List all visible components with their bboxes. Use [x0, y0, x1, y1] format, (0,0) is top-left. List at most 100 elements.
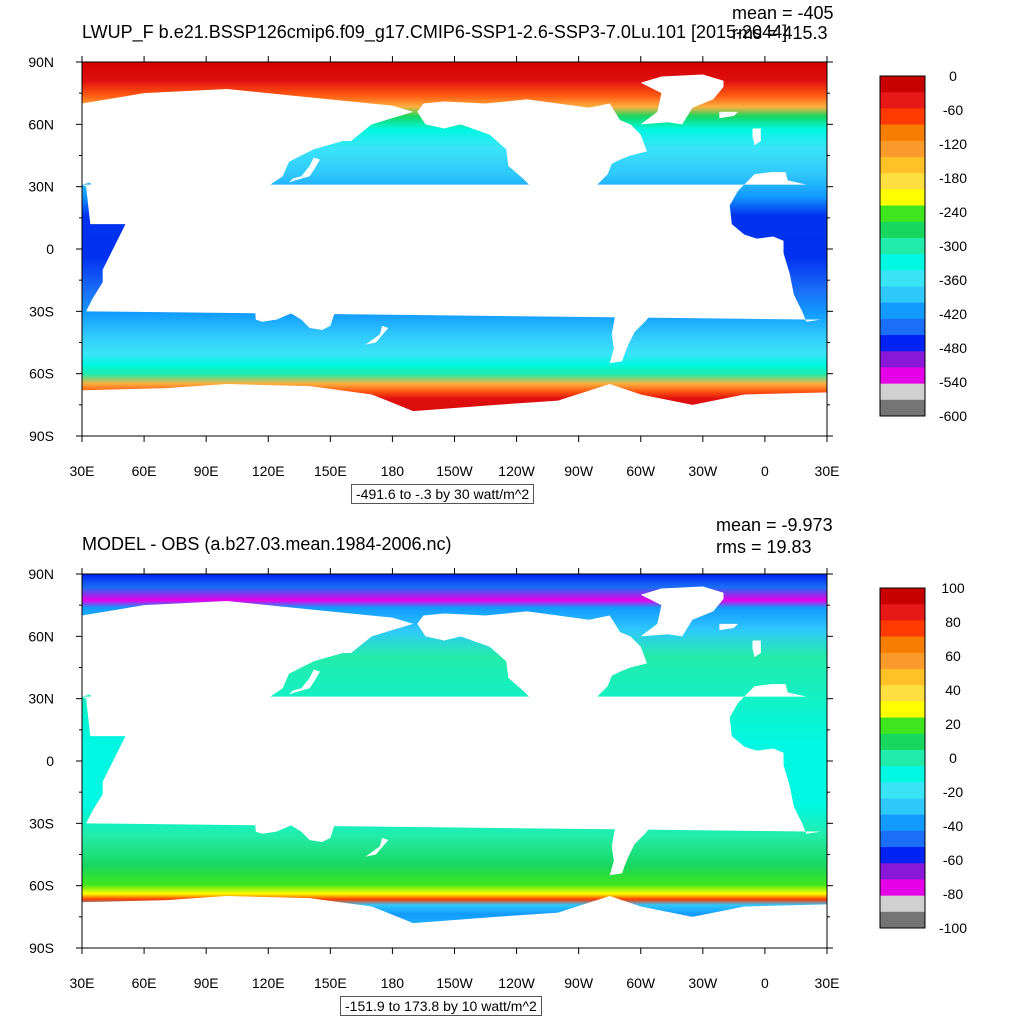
panel1-mean: mean = -405 — [732, 3, 834, 23]
land-nz — [365, 837, 389, 857]
panel2-map: 90N 60N 30N 0 30S 60S 90S 30E 60E 90E 120E 150E 180 1… — [28, 566, 967, 991]
colorbar-swatch — [880, 766, 925, 783]
colorbar-swatch — [880, 351, 925, 368]
land-namerica — [417, 611, 647, 745]
panel2-mean: mean = -9.973 — [716, 515, 833, 535]
x-tick-label: 60W — [626, 975, 656, 991]
land-madagascar — [110, 273, 124, 301]
colorbar-swatch — [880, 367, 925, 385]
colorbar-label: 60 — [945, 648, 961, 664]
land-namerica — [417, 99, 647, 233]
colorbar-swatch — [880, 604, 925, 621]
colorbar-swatch — [880, 588, 925, 605]
y-tick-label: 0 — [46, 241, 54, 257]
colorbar-label: 20 — [945, 716, 961, 732]
land-seasia — [216, 746, 331, 780]
colorbar-swatch — [880, 717, 925, 735]
land-uk — [752, 640, 761, 658]
land-seasia — [216, 234, 331, 268]
land-eurasia — [82, 89, 414, 247]
colorbar-swatch — [880, 399, 925, 417]
colorbar-label: -300 — [939, 238, 967, 254]
colorbar-swatch — [880, 221, 925, 239]
colorbar-swatch — [880, 668, 925, 686]
panel1-rms: rms = 415.3 — [732, 23, 828, 43]
colorbar-label: -40 — [943, 818, 963, 834]
colorbar-frame — [879, 75, 926, 417]
colorbar-swatch — [880, 847, 925, 864]
colorbar-label: -60 — [943, 852, 963, 868]
colorbar-label: 0 — [949, 68, 957, 84]
colorbar-swatch — [880, 237, 925, 255]
x-tick-label: 60W — [626, 463, 656, 479]
x-tick-label: 90W — [564, 975, 594, 991]
land-eurasia — [82, 601, 414, 759]
colorbar-swatch — [880, 205, 925, 223]
land-australia — [253, 783, 337, 843]
colorbar-label: -240 — [939, 204, 967, 220]
colorbar-swatch — [880, 782, 925, 799]
x-tick-label: 120E — [252, 975, 285, 991]
land-nz — [365, 325, 389, 345]
x-tick-label: 180 — [381, 463, 405, 479]
land-uk — [752, 128, 761, 146]
x-tick-label: 90E — [194, 975, 219, 991]
colorbar-swatch — [880, 895, 925, 913]
colorbar-label: 100 — [941, 580, 965, 596]
land-japan — [288, 157, 320, 183]
colorbar-label: -20 — [943, 784, 963, 800]
colorbar-swatch — [880, 911, 925, 929]
colorbar-swatch — [880, 863, 925, 880]
panel2-contour-info: -151.9 to 173.8 by 10 watt/m^2 — [340, 996, 542, 1016]
land-samerica — [597, 738, 693, 876]
x-tick-label: 120W — [498, 975, 535, 991]
panel1-map: 90N 60N 30N 0 30S 60S 90S 30E 60E 90E 120E 150E 180 1… — [28, 54, 967, 479]
colorbar-frame — [879, 587, 926, 929]
colorbar-swatch — [880, 140, 925, 158]
y-tick-label: 60S — [29, 366, 54, 382]
x-tick-label: 60E — [132, 463, 157, 479]
panel1-contour-info: -491.6 to -.3 by 30 watt/m^2 — [351, 484, 535, 504]
colorbar-swatch — [880, 156, 925, 174]
panel1-title: LWUP_F b.e21.BSSP126cmip6.f09_g17.CMIP6-… — [82, 22, 788, 42]
y-tick-label: 30S — [29, 303, 54, 319]
land-japan — [288, 669, 320, 695]
x-tick-label: 150E — [314, 463, 347, 479]
y-tick-label: 90N — [28, 54, 54, 70]
colorbar-swatch — [880, 620, 925, 638]
colorbar-swatch — [880, 189, 925, 207]
colorbar-label: 80 — [945, 614, 961, 630]
colorbar-swatch — [880, 270, 925, 287]
colorbar-label: 0 — [949, 750, 957, 766]
colorbar-swatch — [880, 701, 925, 719]
colorbar-swatch — [880, 879, 925, 897]
x-tick-label: 30E — [815, 463, 840, 479]
y-tick-label: 0 — [46, 753, 54, 769]
land-antarctica — [82, 384, 827, 436]
land-iceland — [719, 111, 739, 119]
y-tick-label: 90N — [28, 566, 54, 582]
colorbar-label: -180 — [939, 170, 967, 186]
colorbar-swatch — [880, 108, 925, 126]
colorbar-label: -600 — [939, 408, 967, 424]
x-tick-label: 0 — [761, 975, 769, 991]
land-samerica — [597, 226, 693, 364]
land-australia — [253, 271, 337, 331]
y-tick-label: 90S — [29, 940, 54, 956]
colorbar-label: -360 — [939, 272, 967, 288]
colorbar-swatch — [880, 685, 925, 702]
colorbar-label: -60 — [943, 102, 963, 118]
colorbar-swatch — [880, 652, 925, 670]
x-tick-label: 180 — [381, 975, 405, 991]
colorbar-label: -120 — [939, 136, 967, 152]
colorbar-label: -80 — [943, 886, 963, 902]
land-greenland — [640, 74, 724, 125]
colorbar-label: -480 — [939, 340, 967, 356]
land-antarctica — [82, 896, 827, 948]
colorbar-swatch — [880, 318, 925, 336]
panel2-title: MODEL - OBS (a.b27.03.mean.1984-2006.nc) — [82, 534, 452, 554]
x-tick-label: 90E — [194, 463, 219, 479]
x-tick-label: 60E — [132, 975, 157, 991]
colorbar-swatch — [880, 173, 925, 190]
